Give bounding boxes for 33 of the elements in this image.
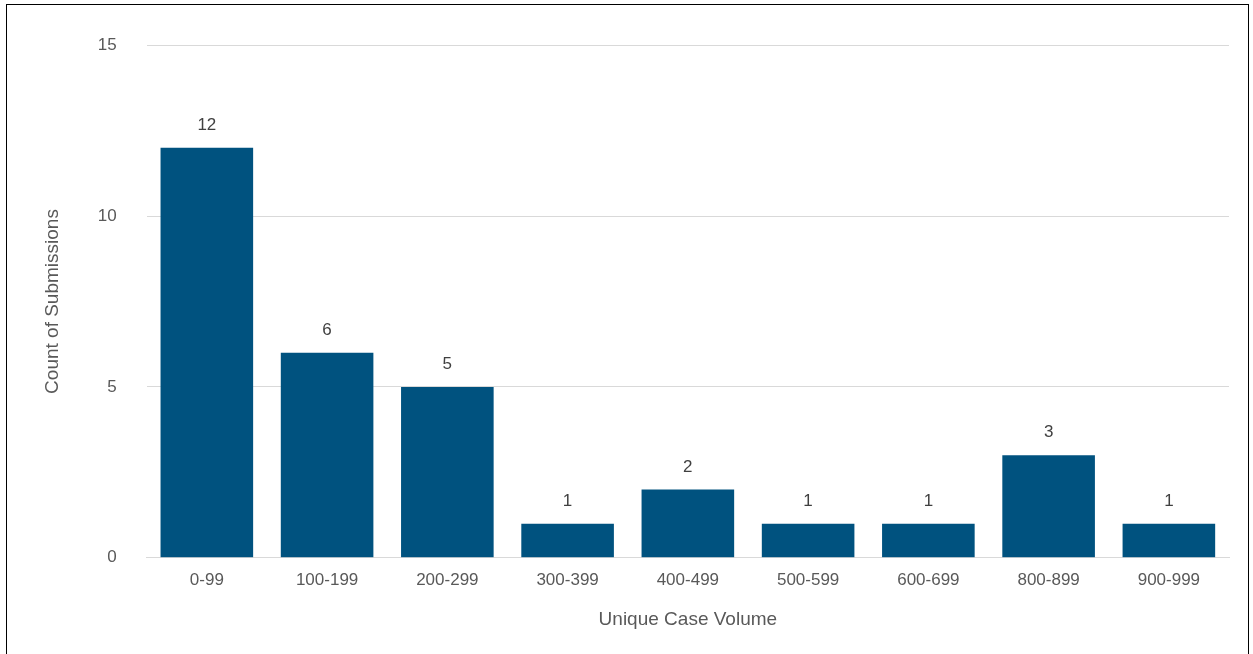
data-label: 5: [442, 354, 453, 374]
data-label: 1: [923, 490, 934, 510]
bar: [1002, 455, 1095, 558]
x-tick-label: 300-399: [536, 569, 599, 589]
data-label: 1: [803, 490, 813, 510]
data-label: 2: [683, 456, 693, 476]
data-label: 6: [322, 319, 332, 339]
y-tick-label: 0: [107, 547, 117, 567]
x-tick-label: 400-499: [656, 569, 720, 589]
data-label: 12: [197, 114, 217, 134]
bar: [641, 489, 735, 558]
x-tick-label: 100-199: [295, 569, 359, 589]
bar: [761, 523, 855, 558]
x-axis-title: Unique Case Volume: [598, 607, 778, 629]
bar: [280, 352, 374, 558]
x-tick-label: 500-599: [776, 569, 840, 589]
bar: [521, 523, 614, 558]
y-axis-title: Count of Submissions: [40, 209, 62, 394]
x-tick-label: 600-699: [897, 569, 960, 589]
x-tick-label: 200-299: [416, 569, 479, 589]
data-label: 1: [1164, 490, 1174, 510]
y-tick-label: 15: [97, 34, 117, 54]
x-tick-label: 0-99: [189, 569, 224, 589]
y-tick-label: 5: [107, 376, 117, 396]
bar: [882, 523, 975, 558]
x-tick-label: 900-999: [1137, 569, 1201, 589]
y-tick-label: 10: [97, 205, 117, 225]
data-label: 1: [562, 490, 573, 510]
bar: [1122, 523, 1216, 558]
bar: [160, 147, 254, 558]
bar: [401, 386, 494, 558]
data-label: 3: [1043, 422, 1054, 442]
x-tick-label: 800-899: [1017, 569, 1080, 589]
